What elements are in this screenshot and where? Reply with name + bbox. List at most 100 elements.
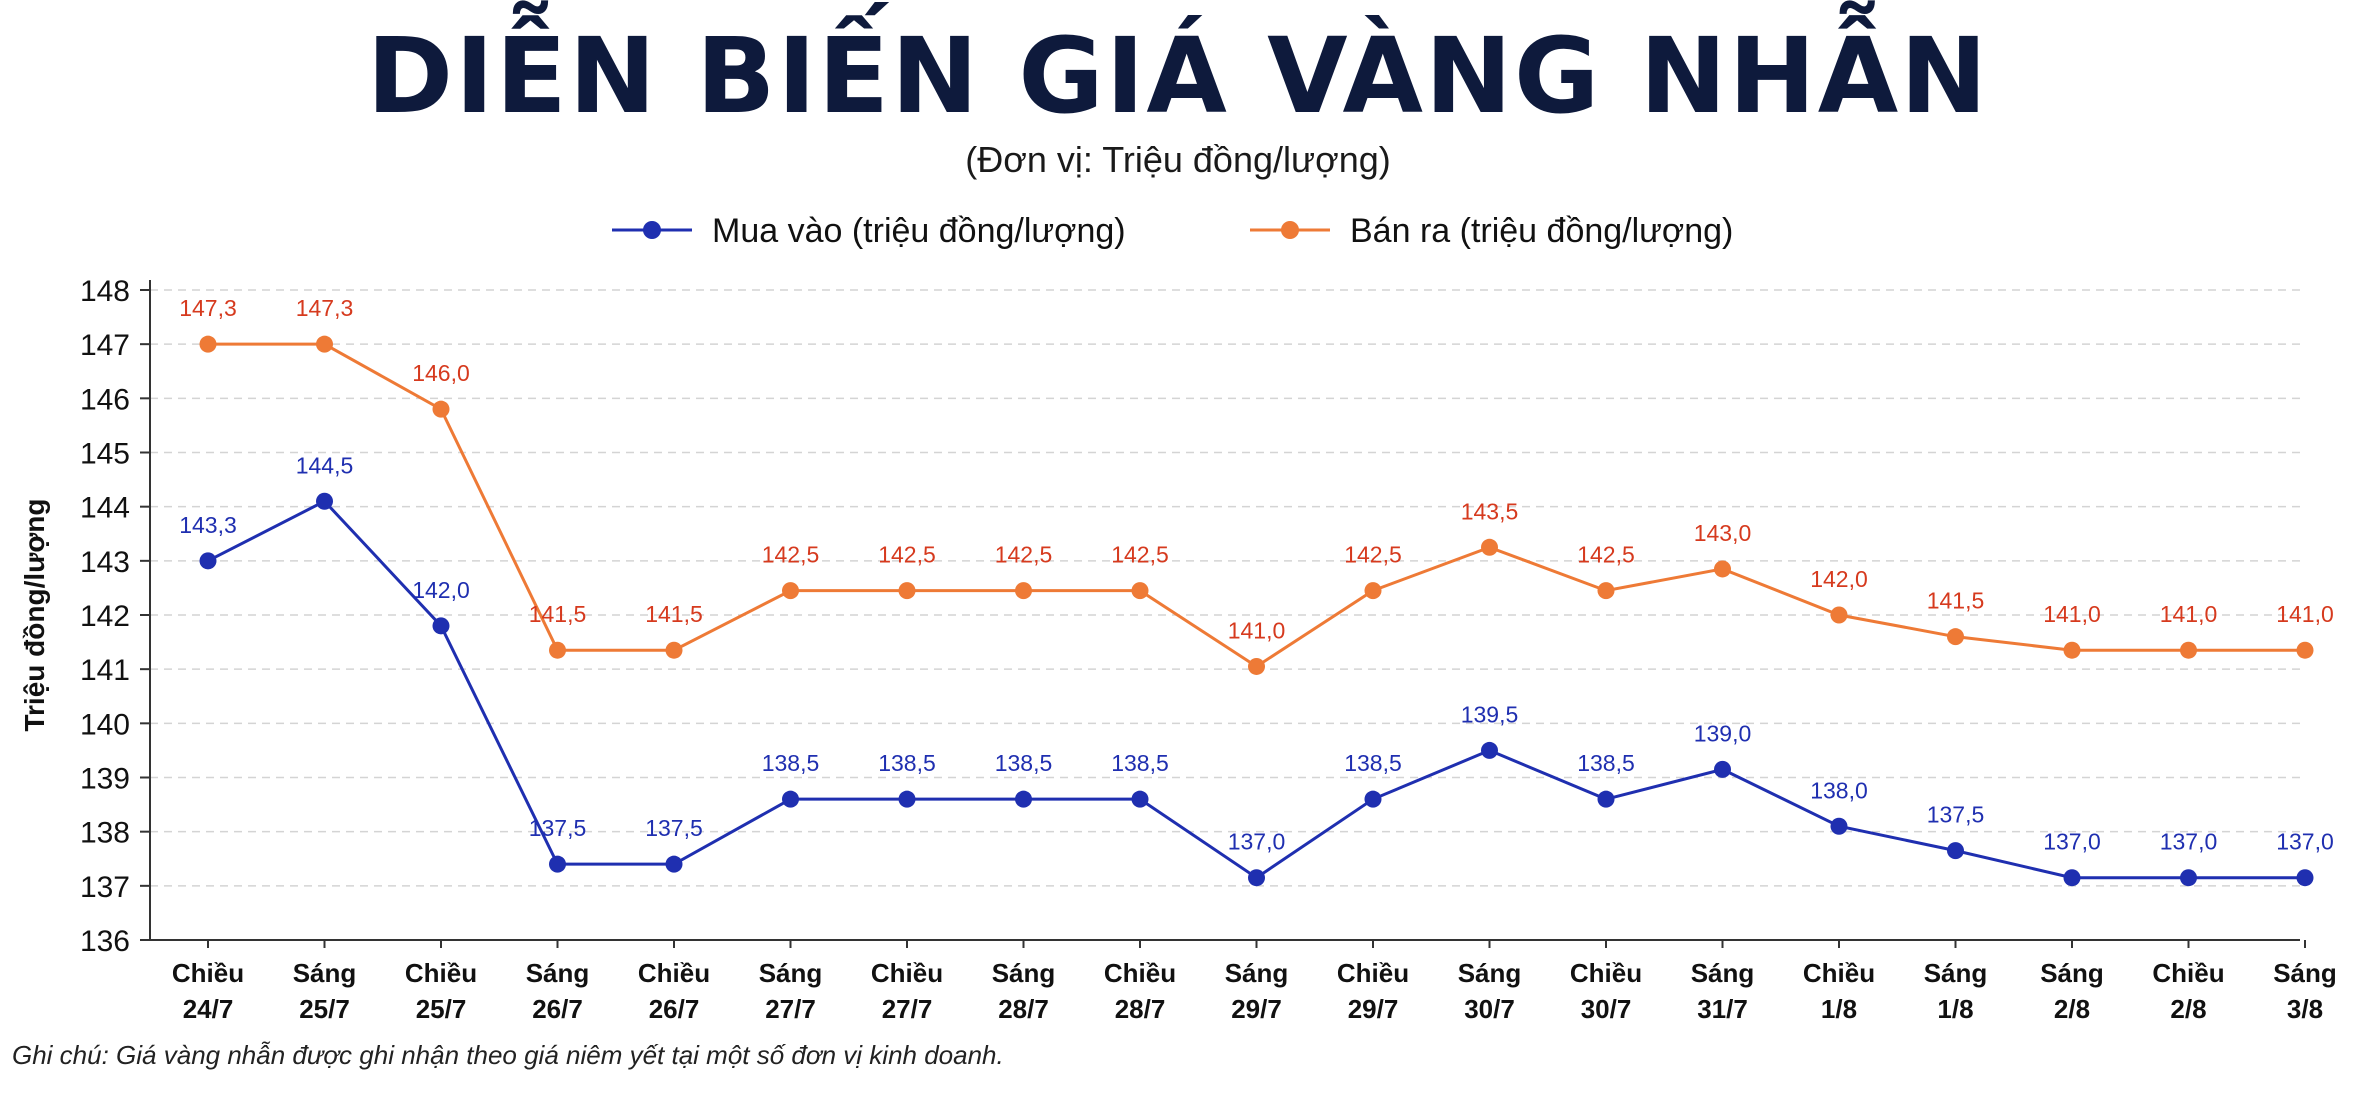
x-tick-label-session: Chiều: [1104, 958, 1176, 988]
x-tick-label-session: Chiều: [1337, 958, 1409, 988]
x-tick-label-date: 28/7: [998, 994, 1049, 1024]
data-point: [1015, 582, 1032, 600]
data-point: [432, 400, 450, 418]
data-point: [549, 641, 566, 659]
data-point: [199, 335, 217, 353]
data-point: [1248, 869, 1265, 887]
x-tick-label-date: 30/7: [1581, 994, 1632, 1024]
data-label: 138,5: [762, 750, 820, 776]
data-label: 139,0: [1694, 720, 1752, 746]
data-point: [1597, 582, 1615, 600]
data-label: 137,0: [2043, 829, 2101, 855]
y-tick-label: 139: [80, 763, 130, 796]
x-tick-label-date: 24/7: [183, 994, 234, 1024]
data-label: 138,5: [878, 750, 936, 776]
x-tick-label-session: Sáng: [759, 958, 823, 988]
data-point: [2180, 869, 2197, 887]
data-point: [1714, 560, 1731, 578]
y-tick-label: 138: [80, 817, 130, 850]
data-label: 144,5: [296, 452, 354, 478]
data-point: [1131, 582, 1149, 600]
data-point: [1714, 760, 1731, 778]
data-label: 142,5: [1111, 542, 1169, 568]
data-label: 142,5: [762, 542, 820, 568]
data-label: 143,0: [1694, 520, 1752, 546]
x-tick-label-session: Sáng: [526, 958, 590, 988]
y-axis-label: Triệu đồng/lượng: [19, 498, 50, 731]
data-label: 142,5: [1344, 542, 1402, 568]
data-label: 141,0: [1228, 617, 1286, 643]
x-tick-label-session: Chiều: [2152, 958, 2224, 988]
y-tick-label: 140: [80, 708, 130, 741]
x-tick-label-date: 29/7: [1348, 994, 1399, 1024]
y-tick-label: 145: [80, 438, 130, 471]
data-point: [1015, 790, 1032, 808]
x-tick-label-date: 30/7: [1464, 994, 1515, 1024]
data-point: [549, 855, 566, 873]
x-tick-label-date: 1/8: [1937, 994, 1973, 1024]
x-tick-label-session: Chiều: [638, 958, 710, 988]
legend-marker: [1281, 221, 1299, 239]
data-label: 141,0: [2160, 601, 2218, 627]
data-label: 141,0: [2276, 601, 2334, 627]
data-point: [1830, 817, 1848, 835]
x-tick-label-date: 2/8: [2054, 994, 2090, 1024]
x-tick-label-date: 27/7: [765, 994, 816, 1024]
x-tick-label-date: 26/7: [649, 994, 700, 1024]
x-tick-label-session: Sáng: [1458, 958, 1522, 988]
series-line: [207, 499, 2305, 880]
data-label: 146,0: [412, 360, 470, 386]
data-point: [782, 582, 799, 600]
x-tick-label-session: Chiều: [405, 958, 477, 988]
y-tick-label: 136: [80, 925, 130, 958]
data-label: 138,5: [995, 750, 1053, 776]
data-label: 137,5: [1927, 802, 1985, 828]
legend-marker: [643, 221, 661, 239]
data-label: 137,5: [529, 815, 587, 841]
data-label: 138,5: [1111, 750, 1169, 776]
chart-subtitle: (Đơn vị: Triệu đồng/lượng): [965, 139, 1391, 180]
data-point: [2296, 869, 2314, 887]
y-tick-label: 146: [80, 383, 130, 416]
y-tick-label: 137: [80, 871, 130, 904]
data-label: 142,5: [995, 542, 1053, 568]
data-point: [1131, 790, 1149, 808]
data-point: [1947, 628, 1964, 646]
y-tick-label: 148: [80, 275, 130, 308]
x-tick-label-session: Sáng: [293, 958, 357, 988]
data-point: [2063, 869, 2081, 887]
x-tick-label-session: Chiều: [172, 958, 244, 988]
data-point: [1248, 657, 1265, 675]
x-tick-label-session: Sáng: [1691, 958, 1755, 988]
y-tick-label: 144: [80, 492, 130, 525]
data-point: [782, 790, 799, 808]
x-tick-label-session: Sáng: [992, 958, 1056, 988]
data-label: 137,5: [645, 815, 703, 841]
data-point: [316, 492, 333, 510]
data-label: 147,3: [179, 295, 237, 321]
x-tick-label-date: 25/7: [416, 994, 467, 1024]
data-label: 143,5: [1461, 498, 1519, 524]
data-point: [898, 790, 916, 808]
page-title: DIỄN BIẾN GIÁ VÀNG NHẪN: [366, 15, 1990, 137]
data-point: [898, 582, 916, 600]
x-tick-label-date: 3/8: [2287, 994, 2323, 1024]
data-point: [2296, 641, 2314, 659]
data-label: 141,5: [1927, 588, 1985, 614]
x-tick-label-date: 26/7: [532, 994, 583, 1024]
x-tick-label-date: 25/7: [299, 994, 350, 1024]
data-label: 137,0: [1228, 829, 1286, 855]
data-point: [1947, 842, 1964, 860]
legend-label: Mua vào (triệu đồng/lượng): [712, 212, 1126, 250]
footnote: Ghi chú: Giá vàng nhẫn được ghi nhận the…: [12, 1040, 1004, 1070]
y-tick-label: 147: [80, 329, 130, 362]
x-tick-label-date: 2/8: [2170, 994, 2206, 1024]
data-label: 138,5: [1344, 750, 1402, 776]
data-label: 137,0: [2160, 829, 2218, 855]
x-tick-label-session: Sáng: [1924, 958, 1988, 988]
x-tick-label-session: Sáng: [2273, 958, 2337, 988]
data-label: 141,0: [2043, 601, 2101, 627]
data-point: [432, 617, 450, 635]
data-point: [665, 855, 683, 873]
data-point: [665, 641, 683, 659]
